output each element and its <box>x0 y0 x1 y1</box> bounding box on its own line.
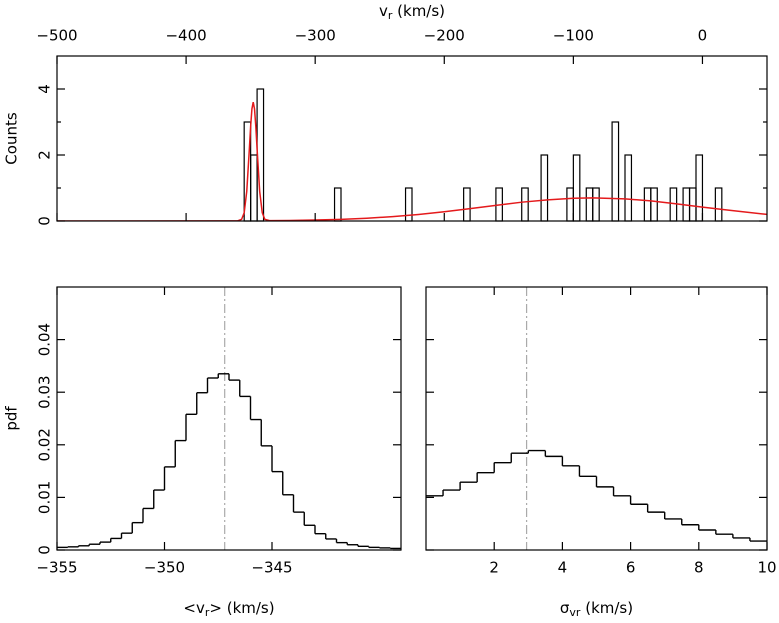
histogram-bar <box>521 187 529 222</box>
x-tick-label: −500 <box>36 27 77 45</box>
x-tick-label: 4 <box>558 559 568 577</box>
x-axis-title-rest: (km/s) <box>392 2 445 20</box>
x-tick-label: −200 <box>424 27 465 45</box>
x-axis-title-sub: r <box>388 9 393 22</box>
histogram-bar <box>695 154 704 222</box>
x-tick-label: 6 <box>626 559 636 577</box>
histogram-bar <box>611 121 620 222</box>
y-tick-label: 0.04 <box>36 323 54 356</box>
histogram-bar <box>463 187 471 222</box>
x-axis-title-main: v <box>379 2 388 20</box>
x-tick-label: −100 <box>553 27 594 45</box>
y-tick-label: 2 <box>36 150 54 160</box>
x-tick-label: 8 <box>694 559 704 577</box>
y-tick-label: 0 <box>36 545 54 555</box>
y-tick-label: 0 <box>36 216 54 226</box>
histogram-bar <box>688 187 697 222</box>
histogram-bar <box>540 154 549 222</box>
histogram-bar <box>566 187 574 222</box>
x-tick-label: 0 <box>698 27 708 45</box>
y-axis-title: Counts <box>3 112 21 165</box>
x-tick-label: −350 <box>144 559 185 577</box>
histogram-bar <box>624 154 633 222</box>
histogram-bar <box>250 154 258 222</box>
pdf-step-risers <box>442 450 751 542</box>
histogram-bar <box>585 187 594 222</box>
y-tick-label: 0.02 <box>36 428 54 461</box>
x-tick-label: −355 <box>36 559 77 577</box>
x-axis-title-rest: > (km/s) <box>209 599 274 617</box>
plot-frame <box>425 286 768 551</box>
x-tick-label: −300 <box>295 27 336 45</box>
histogram-bar <box>650 187 658 222</box>
x-axis-title-sub: vr <box>569 606 581 619</box>
plot-frame <box>56 286 402 551</box>
histogram-bar <box>592 187 600 222</box>
x-axis-title: σvr (km/s) <box>560 599 633 620</box>
histogram-bar <box>714 187 723 222</box>
y-axis-title: pdf <box>3 406 21 431</box>
x-tick-label: 10 <box>757 559 776 577</box>
x-axis-title-sub: r <box>205 606 210 619</box>
x-tick-label: −345 <box>251 559 292 577</box>
x-axis-title: <vr> (km/s) <box>183 599 274 620</box>
x-axis-title-main: σ <box>560 599 570 617</box>
histogram-bar <box>643 187 652 222</box>
y-tick-label: 0.03 <box>36 375 54 408</box>
pdf-step-risers <box>67 373 391 549</box>
histogram-bar <box>572 154 581 222</box>
x-tick-label: 2 <box>489 559 499 577</box>
x-tick-label: −400 <box>165 27 206 45</box>
x-axis-title-main: <v <box>183 599 205 617</box>
y-tick-label: 0.01 <box>36 481 54 514</box>
histogram-bar <box>669 187 678 222</box>
plot-frame <box>56 55 768 222</box>
y-tick-label: 4 <box>36 84 54 94</box>
x-axis-title-rest: (km/s) <box>580 599 633 617</box>
model-curve <box>57 102 767 221</box>
x-axis-title: vr (km/s) <box>379 2 445 23</box>
histogram-bar <box>333 187 342 222</box>
